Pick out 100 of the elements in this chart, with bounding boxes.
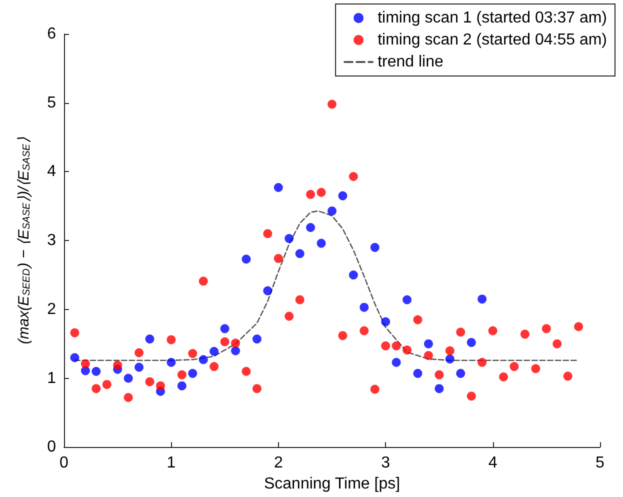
point — [338, 191, 348, 200]
point — [348, 270, 358, 280]
point — [242, 254, 251, 264]
point — [188, 348, 198, 358]
point — [177, 381, 186, 390]
point — [177, 370, 186, 380]
point — [370, 384, 380, 394]
point — [274, 183, 283, 192]
point — [242, 366, 251, 376]
point — [466, 338, 476, 347]
y-tick-label: 0 — [47, 438, 56, 456]
y-tick-label: 1 — [47, 370, 56, 387]
y-tick-label: 4 — [47, 163, 56, 180]
point — [531, 364, 540, 374]
point — [102, 380, 112, 389]
point — [456, 368, 466, 378]
point — [434, 384, 444, 394]
point — [316, 188, 326, 197]
legend-label: timing scan 2 (started 04:55 am) — [378, 32, 607, 48]
x-tick-label: 0 — [60, 454, 69, 472]
y-tick-label: 5 — [47, 94, 56, 112]
point — [295, 249, 304, 258]
point — [92, 366, 101, 376]
point — [263, 286, 272, 296]
point — [210, 362, 219, 372]
point — [424, 339, 433, 348]
point — [328, 100, 336, 109]
point — [499, 372, 508, 382]
point — [70, 353, 80, 362]
point — [113, 360, 122, 370]
point — [220, 324, 230, 334]
point — [542, 324, 551, 334]
legend-label: timing scan 1 (started 03:37 am) — [378, 10, 607, 26]
y-tick-label: 3 — [47, 232, 56, 250]
x-tick-label: 3 — [381, 454, 390, 472]
point — [520, 330, 530, 339]
x-tick-label: 4 — [488, 454, 498, 472]
point — [392, 341, 401, 350]
point — [252, 384, 262, 394]
x-axis-title: Scanning Time [ps] — [264, 476, 400, 492]
point — [166, 358, 176, 367]
point — [156, 381, 165, 390]
y-axis-title: (max(ESEED) − ⟨ESASE⟩)/⟨ESASE⟩ — [16, 136, 32, 344]
point — [338, 331, 348, 340]
point — [552, 339, 562, 348]
y-tick-label: 6 — [47, 26, 56, 42]
point — [134, 362, 144, 372]
point — [392, 358, 401, 367]
point — [295, 295, 304, 304]
point — [478, 294, 487, 304]
point — [348, 172, 358, 182]
point — [263, 229, 272, 238]
point — [70, 328, 80, 338]
point — [402, 295, 412, 304]
point — [124, 393, 133, 402]
point — [316, 238, 326, 248]
point — [434, 370, 444, 380]
legend-label: trend line — [378, 54, 444, 70]
point — [124, 374, 133, 383]
point — [478, 358, 487, 367]
point — [328, 206, 336, 216]
point — [445, 354, 454, 364]
point — [445, 346, 454, 356]
point — [306, 222, 316, 232]
y-tick-label: 2 — [47, 300, 56, 318]
point — [574, 322, 584, 332]
point — [381, 317, 390, 326]
point — [563, 372, 572, 381]
point — [381, 341, 390, 350]
point — [145, 334, 154, 344]
point — [166, 335, 176, 344]
point — [198, 355, 208, 364]
point — [284, 312, 294, 321]
point — [370, 242, 380, 252]
point — [252, 334, 262, 344]
point — [220, 337, 230, 346]
point — [456, 328, 466, 337]
point — [80, 359, 90, 368]
point — [402, 346, 412, 355]
point — [413, 368, 422, 378]
point — [510, 362, 519, 372]
point — [360, 326, 369, 336]
point — [274, 254, 283, 263]
point — [231, 338, 240, 348]
point — [210, 346, 219, 356]
x-tick-label: 5 — [596, 454, 605, 472]
point — [488, 326, 498, 336]
point — [134, 348, 144, 358]
x-tick-label: 2 — [274, 454, 283, 472]
point — [145, 377, 154, 386]
point — [360, 302, 369, 312]
point — [231, 346, 240, 356]
point — [188, 368, 198, 378]
point — [466, 392, 476, 401]
point — [306, 190, 316, 199]
x-tick-label: 1 — [166, 454, 176, 472]
point — [284, 234, 294, 243]
point — [198, 276, 208, 286]
point — [92, 384, 101, 394]
point — [424, 351, 433, 360]
